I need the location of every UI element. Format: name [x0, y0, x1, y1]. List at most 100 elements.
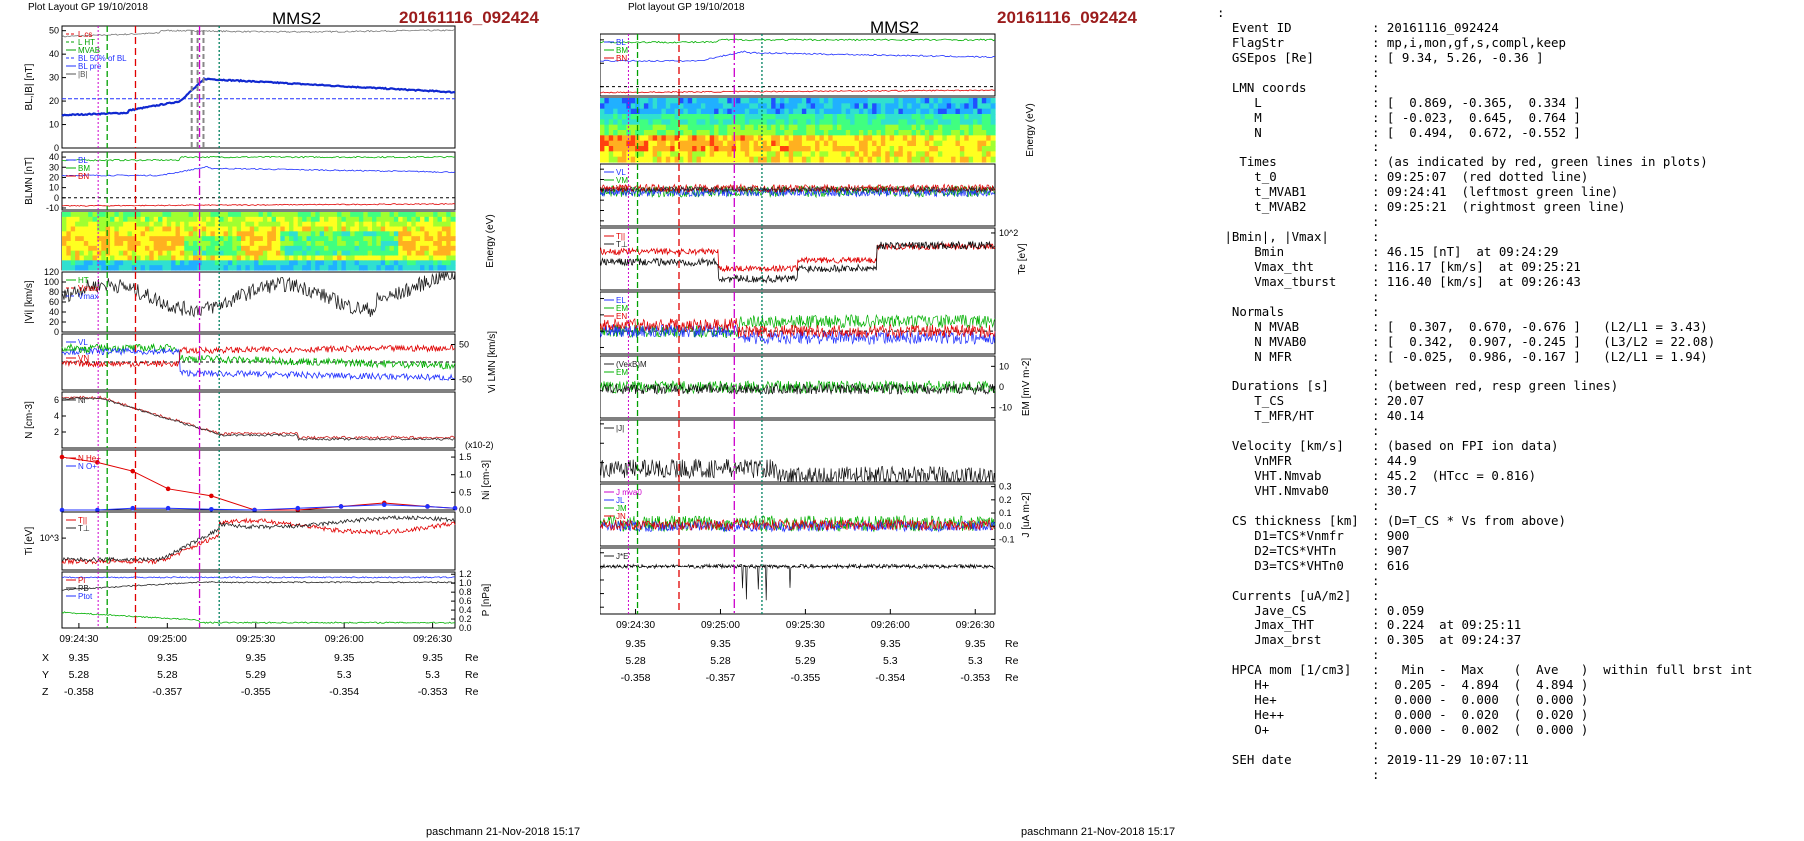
spectrogram-cell — [683, 108, 689, 115]
spectrogram-cell — [920, 108, 926, 115]
spectrogram-cell — [254, 241, 260, 247]
spectrogram-cell — [687, 151, 693, 158]
spectrogram-cell — [907, 108, 913, 115]
spectrogram-cell — [214, 221, 220, 228]
spectrogram-cell — [766, 151, 772, 158]
series-line-Bmag — [61, 29, 456, 38]
spectrogram-cell — [753, 151, 759, 158]
spectrogram-cell — [863, 130, 869, 136]
spectrogram-cell — [657, 130, 663, 136]
spectrogram-cell — [604, 130, 610, 136]
spectrogram-cell — [617, 130, 623, 136]
spectrogram-cell — [406, 216, 412, 223]
spectrogram-cell — [981, 146, 987, 152]
spectrogram-cell — [406, 250, 412, 257]
spectrogram-cell — [184, 236, 190, 242]
spectrogram-cell — [345, 250, 351, 257]
summary-key: N — [1217, 124, 1262, 140]
spectrogram-cell — [687, 108, 693, 115]
spectrogram-cell — [332, 255, 338, 261]
spectrogram-cell — [973, 98, 979, 104]
spectrogram-cell — [315, 231, 321, 237]
spectrogram-cell — [977, 103, 983, 110]
spectrogram-cell — [621, 124, 627, 131]
spectrogram-cell — [83, 245, 89, 252]
coord-value: 5.28 — [625, 655, 646, 667]
spectrogram-cell — [201, 226, 207, 232]
spectrogram-cell — [175, 226, 181, 232]
spectrogram-cell — [96, 265, 102, 271]
y-tick-label: 0.5 — [459, 487, 472, 497]
spectrogram-cell — [271, 265, 277, 271]
spectrogram-cell — [872, 135, 878, 142]
spectrogram-cell — [79, 236, 85, 242]
spectrogram-cell — [806, 135, 812, 142]
spectrogram-cell — [92, 226, 98, 232]
spectrogram-cell — [66, 231, 72, 237]
spectrogram-cell — [815, 140, 821, 147]
spectrogram-cell — [446, 231, 452, 237]
spectrogram-cell — [328, 221, 334, 228]
summary-value: : 09:25:21 (rightmost green line) — [1372, 199, 1626, 215]
spectrogram-cell — [236, 236, 242, 242]
spectrogram-cell — [977, 119, 983, 126]
spectrogram-cell — [219, 212, 225, 218]
summary-line: Vmax_tburst: 116.40 [km/s] at 09:26:43 — [1217, 274, 1802, 290]
spectrogram-cell — [902, 124, 908, 131]
spectrogram-cell — [450, 245, 456, 252]
spectrogram-cell — [450, 216, 456, 223]
spectrogram-cell — [837, 108, 842, 115]
spectrogram-cell — [254, 245, 260, 252]
spectrogram-cell — [665, 119, 671, 126]
spectrogram-cell — [621, 119, 627, 126]
spectrogram-cell — [740, 108, 746, 115]
spectrogram-cell — [876, 140, 882, 147]
spectrogram-cell — [990, 124, 996, 131]
spectrogram-cell — [114, 260, 120, 266]
spectrogram-cell — [428, 221, 434, 228]
spectrogram-cell — [210, 241, 216, 247]
y-tick-label: 1.0 — [459, 470, 472, 480]
spectrogram-cell — [297, 255, 303, 261]
left-spacecraft-title: MMS2 — [272, 9, 322, 28]
y-tick-label: 20 — [49, 317, 59, 327]
spectrogram-cell — [158, 255, 164, 261]
spectrogram-cell — [880, 146, 886, 152]
spectrogram-cell — [424, 212, 430, 218]
summary-line: VHT.Nmvab0: 30.7 — [1217, 483, 1802, 499]
spectrogram-cell — [337, 250, 343, 257]
spectrogram-cell — [854, 135, 860, 142]
spectrogram-cell — [973, 103, 979, 110]
spectrogram-cell — [162, 231, 168, 237]
spectrogram-cell — [973, 114, 979, 120]
spectrogram-cell — [446, 255, 452, 261]
coord-axis-label: X — [42, 652, 49, 664]
spectrogram-cell — [75, 221, 81, 228]
summary-line: H+: 0.205 - 4.894 ( 4.894 ) — [1217, 677, 1802, 693]
spectrogram-cell — [674, 146, 680, 152]
spectrogram-cell — [670, 146, 676, 152]
spectrogram-cell — [88, 260, 94, 266]
spectrogram-cell — [66, 255, 72, 261]
spectrogram-cell — [101, 250, 107, 257]
spectrogram-cell — [977, 130, 983, 136]
spectrogram-cell — [437, 265, 443, 271]
spectrogram-cell — [832, 156, 838, 163]
spectrogram-cell — [608, 103, 614, 110]
spectrogram-cell — [424, 250, 430, 257]
spectrogram-cell — [411, 231, 417, 237]
spectrogram-cell — [885, 151, 891, 158]
spectrogram-cell — [153, 265, 159, 271]
spectrogram-cell — [441, 245, 447, 252]
legend-label: Ptot — [78, 592, 93, 601]
legend-label: N He+ — [78, 454, 101, 463]
spectrogram-cell — [350, 236, 356, 242]
spectrogram-cell — [280, 255, 286, 261]
spectrogram-cell — [393, 226, 399, 232]
spectrogram-cell — [441, 226, 447, 232]
spectrogram-cell — [289, 265, 295, 271]
spectrogram-cell — [140, 226, 146, 232]
spectrogram-cell — [341, 236, 347, 242]
spectrogram-cell — [258, 255, 264, 261]
spectrogram-cell — [96, 255, 102, 261]
